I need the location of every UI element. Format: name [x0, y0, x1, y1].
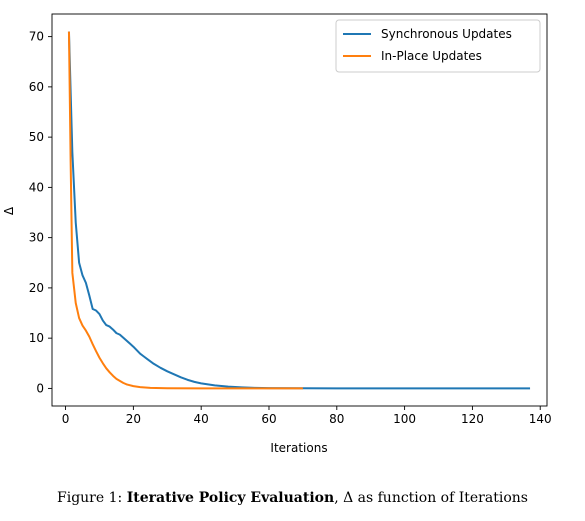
figure-caption: Figure 1: Iterative Policy Evaluation, Δ… — [0, 490, 585, 506]
legend: Synchronous Updates In-Place Updates — [335, 19, 541, 73]
series-line-1 — [67, 31, 303, 390]
y-tick-label: 50 — [29, 130, 44, 144]
x-tick-label: 80 — [329, 412, 344, 426]
axes-frame — [51, 13, 548, 407]
y-tick-label: 0 — [36, 381, 44, 395]
x-tick-label: 120 — [461, 412, 484, 426]
x-axis-label: Iterations — [270, 441, 327, 455]
legend-label-synchronous: Synchronous Updates — [381, 27, 512, 41]
y-tick-label: 10 — [29, 331, 44, 345]
y-tick-label: 60 — [29, 80, 44, 94]
x-tick-label: 40 — [194, 412, 209, 426]
x-tick-label: 60 — [261, 412, 276, 426]
x-tick-label: 140 — [529, 412, 552, 426]
x-tick-label: 0 — [62, 412, 70, 426]
y-tick-label: 20 — [29, 281, 44, 295]
series-line-0 — [67, 31, 531, 390]
x-tick-label: 100 — [393, 412, 416, 426]
y-tick-label: 70 — [29, 30, 44, 44]
legend-box — [335, 19, 541, 73]
y-axis: 0 10 20 30 40 50 60 70 — [29, 30, 52, 395]
x-axis: 0 20 40 60 80 100 120 140 — [62, 406, 552, 426]
caption-text: , Δ as function of Iterations — [334, 490, 528, 506]
y-axis-label: Δ — [2, 206, 16, 215]
caption-label: Figure 1: — [57, 490, 123, 506]
x-tick-label: 20 — [126, 412, 141, 426]
y-tick-label: 40 — [29, 180, 44, 194]
caption-title: Iterative Policy Evaluation — [126, 490, 335, 506]
plot-area — [67, 31, 531, 390]
y-tick-label: 30 — [29, 231, 44, 245]
legend-label-in-place: In-Place Updates — [381, 49, 482, 63]
